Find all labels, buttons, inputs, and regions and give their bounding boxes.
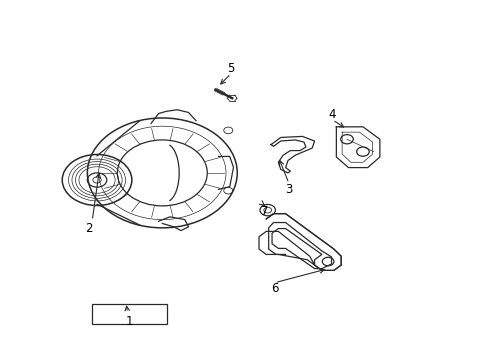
Text: 7: 7 <box>261 205 268 218</box>
Text: 4: 4 <box>328 108 336 121</box>
Bar <box>92 304 167 324</box>
Text: 6: 6 <box>270 282 278 295</box>
Text: 5: 5 <box>227 62 234 75</box>
Text: 3: 3 <box>285 183 292 196</box>
Text: 2: 2 <box>85 222 92 235</box>
Text: 1: 1 <box>125 315 133 328</box>
